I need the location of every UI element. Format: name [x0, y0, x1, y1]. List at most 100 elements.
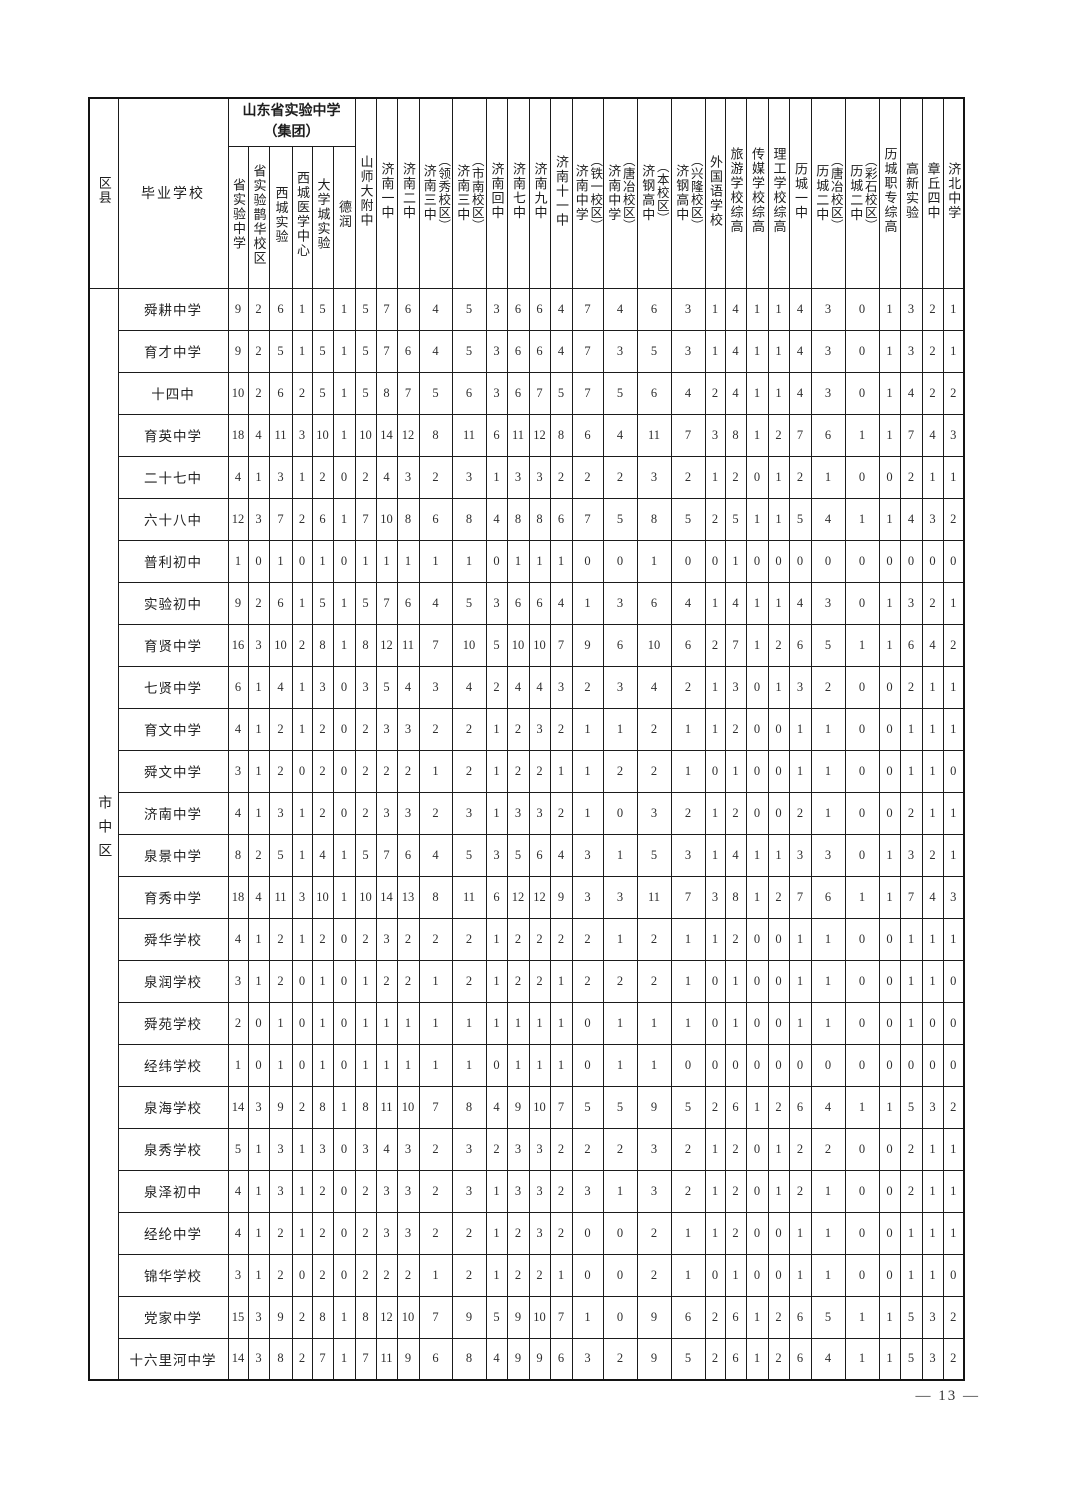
data-cell: 0 [571, 1043, 604, 1087]
data-cell: 1 [745, 833, 769, 877]
data-cell: 3 [396, 1211, 420, 1255]
table-row: 十四中 10 2 6 2 5 1 5 8 7 5 6 3 6 7 5 7 5 6 4 2 4 1 1 4 3 0 1 4 2 2 [89, 371, 965, 415]
school-name-cell: 锦华学校 [117, 1253, 229, 1297]
data-cell: 5 [418, 371, 453, 415]
data-cell: 1 [745, 329, 769, 373]
data-cell: 8 [506, 497, 530, 541]
data-cell: 2 [375, 1253, 398, 1297]
data-cell: 7 [549, 1295, 573, 1339]
data-cell: 0 [921, 1001, 944, 1045]
enrollment-table: 区县 毕业学校 山东省实验中学 （集团） 山师大附中 济南一中 济南二中 济南三中 （领秀校区）… [88, 97, 965, 1381]
data-cell: 11 [451, 875, 487, 919]
data-cell: 3 [311, 665, 334, 709]
data-cell: 1 [528, 1001, 551, 1045]
vertical-text-wrap: 济南中学 （唐冶校区） [606, 154, 635, 232]
data-cell: 1 [418, 1001, 453, 1045]
data-cell: 3 [528, 1169, 551, 1213]
data-cell: 4 [247, 413, 270, 457]
data-cell: 2 [291, 1085, 313, 1129]
data-cell: 4 [451, 665, 487, 709]
data-cell: 6 [636, 287, 672, 331]
data-cell: 2 [227, 1001, 249, 1045]
data-cell: 1 [485, 959, 508, 1003]
data-cell: 2 [291, 1337, 313, 1381]
data-cell: 2 [375, 749, 398, 793]
data-cell: 2 [451, 707, 487, 751]
data-cell: 0 [745, 917, 769, 961]
data-cell: 10 [268, 623, 293, 667]
data-cell: 9 [268, 1085, 293, 1129]
data-cell: 2 [899, 1127, 923, 1171]
column-header: 理工学校综高 [767, 97, 790, 289]
data-cell: 3 [375, 791, 398, 835]
school-name-cell: 舜耕中学 [117, 287, 229, 331]
data-cell: 4 [227, 1169, 249, 1213]
column-header: 济钢高中 （兴隆校区） [670, 97, 706, 289]
data-cell: 7 [549, 623, 573, 667]
data-cell: 1 [602, 917, 638, 961]
data-cell: 3 [418, 665, 453, 709]
data-cell: 7 [571, 329, 604, 373]
data-cell: 3 [636, 455, 672, 499]
data-cell: 0 [942, 1253, 965, 1297]
data-cell: 1 [704, 833, 726, 877]
data-cell: 1 [767, 665, 790, 709]
data-cell: 0 [767, 791, 790, 835]
data-cell: 3 [506, 791, 530, 835]
data-cell: 9 [227, 329, 249, 373]
data-cell: 1 [745, 413, 769, 457]
data-cell: 1 [810, 1169, 846, 1213]
data-cell: 6 [724, 1085, 747, 1129]
data-cell: 0 [602, 1211, 638, 1255]
data-cell: 1 [227, 539, 249, 583]
school-name-cell: 育才中学 [117, 329, 229, 373]
school-name-cell: 泉景中学 [117, 833, 229, 877]
data-cell: 2 [704, 623, 726, 667]
vertical-text-line: 济南十一中 [554, 154, 570, 228]
data-cell: 0 [745, 1127, 769, 1171]
vertical-text-line: （唐冶校区） [828, 154, 843, 233]
data-cell: 2 [602, 959, 638, 1003]
data-cell: 5 [485, 623, 508, 667]
school-name-cell: 育文中学 [117, 707, 229, 751]
data-cell: 0 [767, 959, 790, 1003]
data-cell: 1 [942, 329, 965, 373]
data-cell: 1 [268, 539, 293, 583]
data-cell: 3 [921, 1295, 944, 1339]
data-cell: 3 [528, 1211, 551, 1255]
school-name-cell: 泉海学校 [117, 1085, 229, 1129]
data-cell: 1 [506, 1001, 530, 1045]
data-cell: 12 [375, 1295, 398, 1339]
data-cell: 1 [724, 539, 747, 583]
data-cell: 7 [670, 875, 706, 919]
data-cell: 2 [921, 287, 944, 331]
data-cell: 1 [291, 1169, 313, 1213]
data-cell: 1 [418, 959, 453, 1003]
data-cell: 3 [227, 1253, 249, 1297]
data-cell: 2 [636, 749, 672, 793]
data-cell: 5 [354, 371, 377, 415]
column-header: 旅游学校综高 [724, 97, 747, 289]
vertical-text-wrap: 传媒学校综高 [750, 147, 765, 234]
data-cell: 0 [332, 665, 356, 709]
data-cell: 1 [291, 1211, 313, 1255]
table-row: 市中区 舜耕中学 9 2 6 1 5 1 5 7 6 4 5 3 6 6 4 7 4 6 3 1 4 1 1 4 3 0 1 3 2 1 [88, 287, 965, 1381]
data-cell: 1 [291, 791, 313, 835]
data-cell: 0 [332, 707, 356, 751]
data-cell: 1 [788, 917, 812, 961]
data-cell: 2 [451, 749, 487, 793]
data-cell: 11 [636, 413, 672, 457]
data-cell: 3 [268, 455, 293, 499]
data-cell: 1 [704, 581, 726, 625]
data-cell: 3 [268, 1169, 293, 1213]
data-cell: 2 [549, 455, 573, 499]
data-cell: 1 [418, 1043, 453, 1087]
data-cell: 2 [571, 917, 604, 961]
data-cell: 1 [602, 1001, 638, 1045]
data-cell: 4 [549, 833, 573, 877]
data-cell: 4 [485, 497, 508, 541]
data-cell: 1 [878, 833, 901, 877]
data-cell: 5 [354, 833, 377, 877]
data-cell: 0 [745, 959, 769, 1003]
data-cell: 1 [810, 791, 846, 835]
